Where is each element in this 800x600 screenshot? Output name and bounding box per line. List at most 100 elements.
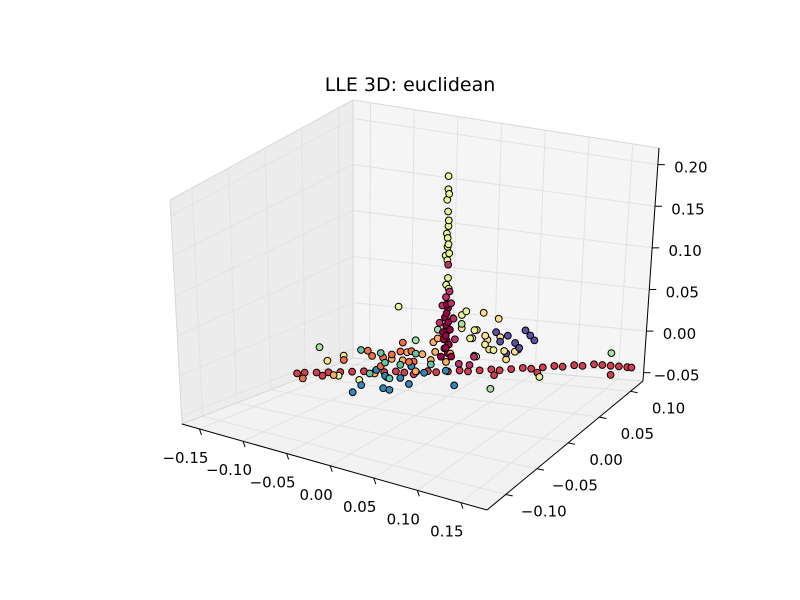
y-tick-label: 0.05 xyxy=(621,425,654,443)
grid-line xyxy=(179,302,354,377)
data-point xyxy=(357,346,365,354)
axis-ticks: −0.15−0.10−0.050.000.050.100.15−0.10−0.0… xyxy=(162,159,707,541)
data-point xyxy=(385,386,394,394)
data-point xyxy=(445,190,454,198)
grid-line xyxy=(493,123,503,370)
grid-line xyxy=(305,375,600,418)
grid-line xyxy=(170,117,354,217)
data-point xyxy=(444,207,453,216)
x-tick-label: −0.10 xyxy=(206,461,252,479)
x-tick xyxy=(373,477,377,485)
data-point xyxy=(457,320,466,328)
grid-line xyxy=(352,256,650,290)
data-point xyxy=(405,358,413,366)
data-point xyxy=(387,350,396,359)
data-point xyxy=(329,371,338,380)
x-tick xyxy=(286,453,290,460)
data-point xyxy=(396,360,405,369)
data-point xyxy=(462,307,471,316)
data-point xyxy=(535,373,544,381)
z-tick-label: 0.05 xyxy=(666,283,699,301)
data-point xyxy=(521,326,530,335)
data-point xyxy=(396,374,405,382)
grid-line xyxy=(369,102,371,360)
data-point xyxy=(432,368,441,377)
grid-line xyxy=(416,375,578,491)
axis-lines xyxy=(169,99,660,511)
data-point xyxy=(339,356,348,364)
z-axis-line xyxy=(642,147,660,382)
data-point xyxy=(470,352,478,361)
y-tick xyxy=(536,468,545,471)
data-point xyxy=(465,361,474,369)
pane-edge xyxy=(352,99,660,149)
data-point xyxy=(527,364,536,373)
grid-line xyxy=(534,130,546,373)
grid-line xyxy=(451,116,459,366)
data-point xyxy=(444,318,453,327)
pane-edge xyxy=(181,357,354,425)
data-point xyxy=(444,274,452,282)
data-point xyxy=(293,369,302,378)
data-point xyxy=(492,328,501,337)
grid-line xyxy=(352,210,653,249)
y-tick-label: 0.10 xyxy=(652,399,685,417)
back-pane xyxy=(353,100,659,381)
data-point xyxy=(454,360,463,368)
data-point xyxy=(444,172,453,181)
x-tick xyxy=(460,502,464,509)
data-point xyxy=(426,360,435,369)
data-point xyxy=(627,363,636,372)
x-tick-label: 0.00 xyxy=(299,486,332,504)
data-point xyxy=(445,249,454,258)
grid-line xyxy=(352,117,658,166)
data-point xyxy=(442,358,450,366)
data-point xyxy=(570,361,579,370)
data-point xyxy=(392,367,400,376)
data-point xyxy=(606,361,615,370)
data-point xyxy=(489,346,498,355)
axis-panes xyxy=(170,100,659,510)
data-point xyxy=(447,352,456,361)
data-point xyxy=(538,363,547,372)
data-point xyxy=(500,347,509,355)
data-point xyxy=(411,367,420,376)
data-point xyxy=(475,366,484,375)
x-tick-label: −0.15 xyxy=(162,449,208,467)
scatter-points xyxy=(293,172,636,397)
grid-line xyxy=(337,107,340,364)
grid-line xyxy=(301,127,306,377)
data-point xyxy=(441,331,450,340)
x-tick-label: −0.05 xyxy=(250,473,296,491)
data-point xyxy=(420,368,429,377)
data-point xyxy=(607,349,616,358)
x-tick xyxy=(329,465,333,472)
grid-line xyxy=(617,143,634,380)
grid-line xyxy=(191,187,204,417)
x-tick xyxy=(242,441,246,448)
data-point xyxy=(405,380,413,388)
grid-line xyxy=(373,372,536,479)
grid-line xyxy=(352,164,656,207)
data-point xyxy=(449,314,458,323)
data-point xyxy=(446,325,454,334)
data-point xyxy=(315,343,324,352)
x-tick-label: 0.10 xyxy=(387,510,420,528)
data-point xyxy=(441,343,450,352)
y-tick-label: −0.10 xyxy=(521,503,567,521)
data-point xyxy=(507,365,516,374)
data-point xyxy=(400,368,409,377)
data-point xyxy=(376,349,385,357)
data-point xyxy=(578,362,587,370)
data-point xyxy=(598,361,607,369)
x-tick-label: 0.05 xyxy=(343,498,376,516)
y-axis-line xyxy=(486,380,644,511)
y-tick xyxy=(505,494,513,497)
grid-line xyxy=(172,164,354,257)
data-point xyxy=(348,367,357,376)
data-point xyxy=(606,371,615,379)
data-point xyxy=(442,309,451,318)
data-point xyxy=(411,336,420,345)
data-point xyxy=(590,360,598,369)
y-tick-label: 0.00 xyxy=(589,451,622,469)
